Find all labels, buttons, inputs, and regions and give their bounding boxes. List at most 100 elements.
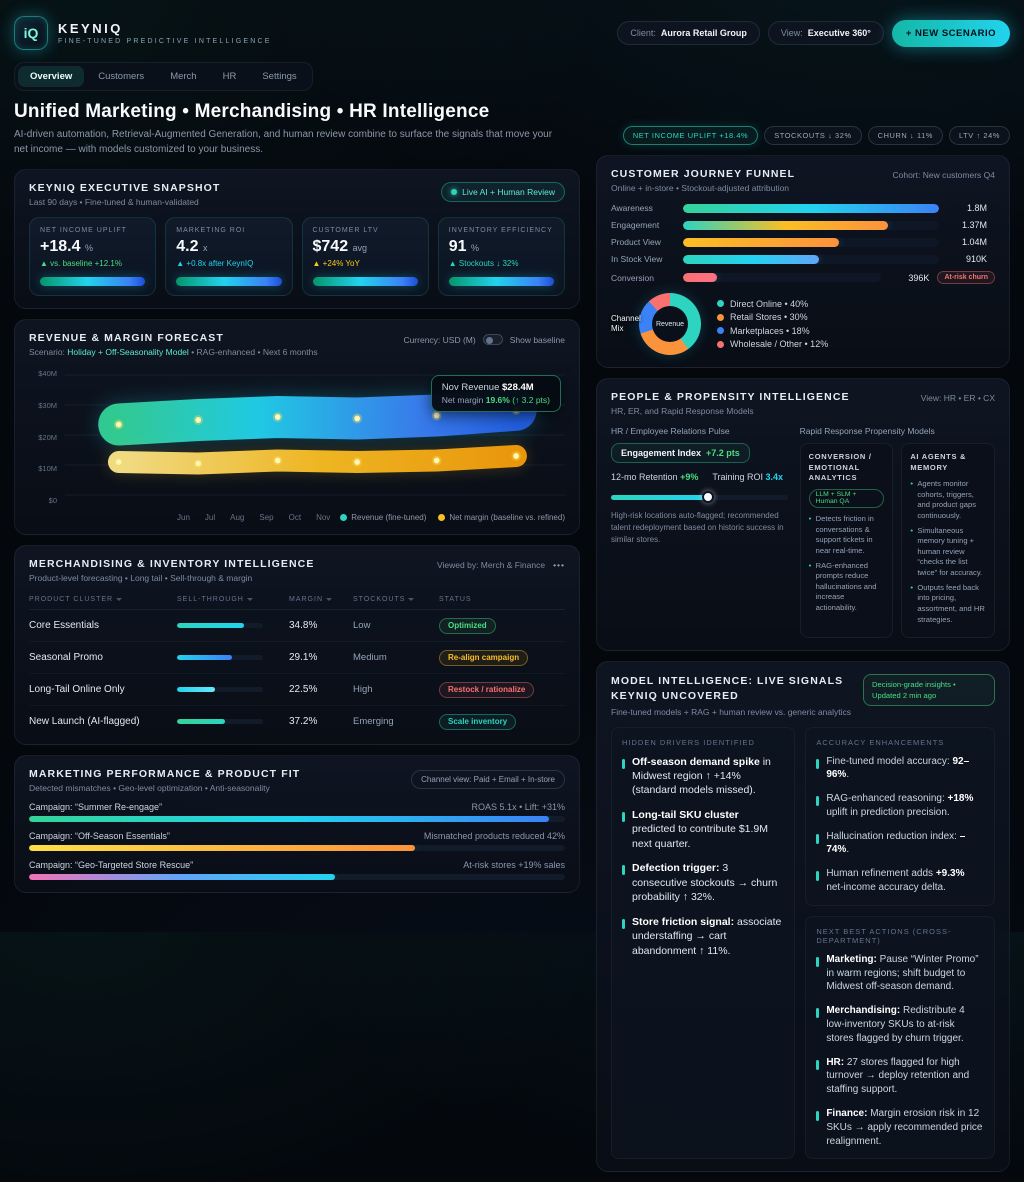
- campaign-geo-targeted-rescue[interactable]: Campaign: “Geo-Targeted Store Rescue” At-…: [29, 860, 565, 880]
- forecast-tooltip: Nov Revenue $28.4M Net margin 19.6% (↑ 3…: [430, 375, 561, 412]
- risk-threshold-slider[interactable]: [611, 491, 788, 503]
- tab-hr[interactable]: HR: [222, 71, 237, 82]
- live-badge-label: Live AI + Human Review: [462, 187, 555, 197]
- merch-row-new-launch[interactable]: New Launch (AI-flagged) 37.2% Emerging S…: [29, 706, 565, 732]
- sparkline: [448, 277, 554, 286]
- metric-net-income-uplift: NET INCOME UPLIFT +18.4 % ▲ vs. baseline…: [29, 217, 157, 296]
- new-scenario-button[interactable]: + NEW SCENARIO: [891, 19, 1010, 47]
- show-baseline-toggle[interactable]: [482, 334, 503, 345]
- month-label: Aug: [230, 513, 245, 522]
- forecast-chart-area: $40M $30M $20M $10M $0: [29, 367, 565, 507]
- chart-footer: Jun Jul Aug Sep Oct Nov Revenue (fine-tu…: [29, 513, 565, 522]
- propensity-card-conversion: CONVERSION / EMOTIONAL ANALYTICS LLM + S…: [799, 443, 894, 639]
- col-stockouts[interactable]: STOCKOUTS: [353, 596, 439, 603]
- slider-fill: [611, 495, 709, 500]
- model-intel-card: MODEL INTELLIGENCE: LIVE SIGNALS KEYNIQ …: [596, 661, 1010, 1173]
- funnel-title: CUSTOMER JOURNEY FUNNEL: [611, 168, 796, 180]
- campaign-summer-reengage[interactable]: Campaign: “Summer Re-engage” ROAS 5.1x • …: [29, 802, 565, 822]
- merch-row-core-essentials[interactable]: Core Essentials 34.8% Low Optimized: [29, 610, 565, 642]
- hero: Unified Marketing • Merchandising • HR I…: [14, 101, 580, 157]
- funnel-bar: [683, 237, 840, 247]
- status-badge: Optimized: [439, 617, 496, 634]
- rapid-heading: Rapid Response Propensity Models: [799, 426, 935, 436]
- merch-subtitle: Product-level forecasting • Long tail • …: [29, 573, 253, 583]
- metric-delta: ▲ Stockouts ↓ 32%: [448, 259, 519, 268]
- logo-text: iQ: [23, 25, 39, 41]
- channel-mix-label: Channel Mix: [611, 314, 641, 333]
- executive-snapshot-card: KEYNIQ EXECUTIVE SNAPSHOT Last 90 days •…: [14, 169, 580, 309]
- cohort-selector[interactable]: Cohort: New customers Q4: [892, 170, 995, 180]
- kpi-stockouts: STOCKOUTS ↓ 32%: [764, 126, 862, 145]
- model-right-stack: ACCURACY ENHANCEMENTS Fine-tuned model a…: [805, 726, 995, 1160]
- metric-unit: avg: [352, 243, 368, 253]
- accuracy-item: RAG-enhanced reasoning: +18% uplift in p…: [816, 792, 984, 820]
- people-card: PEOPLE & PROPENSITY INTELLIGENCE HR, ER,…: [596, 378, 1010, 652]
- month-label: Oct: [288, 513, 302, 522]
- legend-dot-icon: [717, 340, 724, 348]
- slider-knob[interactable]: [702, 491, 715, 503]
- channel-mix-donut: Revenue: [639, 293, 701, 355]
- tab-merch[interactable]: Merch: [170, 71, 197, 82]
- driver-item: Long-tail SKU cluster predicted to contr…: [622, 808, 784, 851]
- merch-row-seasonal-promo[interactable]: Seasonal Promo 29.1% Medium Re-align cam…: [29, 642, 565, 674]
- pulse-heading: HR / Employee Relations Pulse: [611, 426, 730, 436]
- forecast-card: REVENUE & MARGIN FORECAST Scenario: Holi…: [14, 319, 580, 535]
- view-selector[interactable]: View: Executive 360°: [767, 21, 884, 45]
- sell-through-bar: [177, 719, 226, 724]
- metric-label: MARKETING ROI: [176, 227, 246, 234]
- legend-dot-icon: [717, 313, 724, 321]
- legend-revenue: Revenue (fine-tuned): [340, 513, 426, 522]
- next-best-actions-box: NEXT BEST ACTIONS (CROSS-DEPARTMENT) Mar…: [805, 915, 995, 1160]
- metric-value: 4.2 x: [176, 238, 281, 256]
- month-label: Jun: [177, 513, 190, 522]
- action-item: Merchandising: Redistribute 4 low-invent…: [816, 1004, 984, 1045]
- action-item: Finance: Margin erosion risk in 12 SKUs …: [816, 1107, 984, 1148]
- scenario-value: Holiday + Off-Seasonality Model: [67, 347, 189, 357]
- funnel-stage-engagement: Engagement 1.37M: [611, 220, 987, 230]
- sell-through-bar: [177, 687, 215, 692]
- status-badge: Re-align campaign: [439, 649, 529, 666]
- y-tick: $10M: [38, 464, 57, 474]
- tab-customers[interactable]: Customers: [98, 71, 145, 82]
- sort-caret-icon: [326, 598, 332, 601]
- topbar-actions: Client: Aurora Retail Group View: Execut…: [617, 19, 1010, 47]
- metric-marketing-roi: MARKETING ROI 4.2 x ▲ +0.8x after KeynIQ: [165, 217, 293, 296]
- y-tick: $30M: [38, 400, 57, 410]
- client-selector[interactable]: Client: Aurora Retail Group: [617, 21, 760, 45]
- people-view-selector[interactable]: View: HR • ER • CX: [920, 393, 995, 403]
- channel-view-selector[interactable]: Channel view: Paid + Email + In-store: [411, 769, 565, 789]
- tab-settings[interactable]: Settings: [262, 71, 297, 82]
- more-menu-icon[interactable]: •••: [553, 560, 565, 570]
- metric-grid: NET INCOME UPLIFT +18.4 % ▲ vs. baseline…: [29, 217, 565, 296]
- sparkline: [312, 277, 418, 286]
- driver-item: Store friction signal: associate underst…: [622, 915, 784, 958]
- accuracy-item: Fine-tuned model accuracy: 92–96%.: [816, 755, 984, 783]
- legend-dot-icon: [717, 327, 724, 335]
- model-subtitle: Fine-tuned models + RAG + human review v…: [611, 706, 852, 717]
- sparkline: [40, 277, 146, 286]
- merch-row-long-tail[interactable]: Long-Tail Online Only 22.5% High Restock…: [29, 674, 565, 706]
- legend-wholesale-other: Wholesale / Other • 12%: [717, 339, 828, 349]
- accuracy-item: Human refinement adds +9.3% net-income a…: [816, 867, 984, 895]
- col-margin[interactable]: MARGIN: [289, 596, 353, 603]
- viewed-by-selector[interactable]: Viewed by: Merch & Finance: [437, 560, 546, 570]
- legend-margin: Net margin (baseline vs. refined): [438, 513, 565, 522]
- campaign-off-season-essentials[interactable]: Campaign: “Off-Season Essentials” Mismatc…: [29, 831, 565, 851]
- tab-overview[interactable]: Overview: [18, 66, 85, 87]
- actions-list: Marketing: Pause “Winter Promo” in warm …: [816, 953, 984, 1149]
- col-status[interactable]: STATUS: [439, 596, 472, 603]
- metric-number: 4.2: [176, 238, 199, 255]
- x-axis-months: Jun Jul Aug Sep Oct Nov: [177, 513, 330, 522]
- channel-mix-legend: Direct Online • 40% Retail Stores • 30% …: [717, 299, 828, 349]
- view-value: Executive 360°: [807, 28, 871, 38]
- action-item: HR: 27 stores flagged for high turnover …: [816, 1056, 984, 1097]
- metric-delta: ▲ +0.8x after KeynIQ: [176, 259, 254, 268]
- sort-caret-icon: [408, 598, 415, 601]
- engagement-index-badge: Engagement Index +7.2 pts: [611, 443, 750, 463]
- col-product-cluster[interactable]: PRODUCT CLUSTER: [29, 596, 177, 603]
- col-sell-through[interactable]: SELL-THROUGH: [177, 596, 289, 603]
- sell-through-bar: [177, 655, 233, 660]
- funnel-stages: Awareness 1.8M Engagement 1.37M Product …: [611, 203, 995, 284]
- marketing-subtitle: Detected mismatches • Geo-level optimiza…: [29, 782, 270, 793]
- metric-delta: ▲ +24% YoY: [312, 259, 360, 268]
